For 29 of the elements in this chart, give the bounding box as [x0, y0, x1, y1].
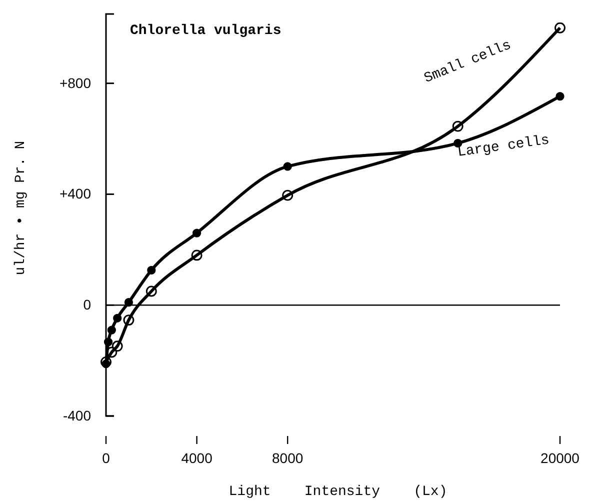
- y-tick-label: 0: [83, 296, 92, 313]
- point: [556, 92, 564, 101]
- point: [283, 162, 292, 171]
- x-axis-title: Light Intensity (Lx): [228, 484, 448, 500]
- point: [123, 314, 134, 326]
- point: [104, 338, 113, 346]
- x-tick-label: 8000: [272, 450, 304, 466]
- y-tick-label: -400: [62, 407, 92, 424]
- x-tick-label: 20000: [540, 450, 580, 466]
- x-tick-label: 0: [102, 450, 110, 466]
- point: [146, 286, 157, 297]
- text: Large cells: [456, 132, 550, 161]
- point: [192, 228, 202, 238]
- point: [124, 298, 134, 307]
- point: [112, 340, 123, 352]
- point: [113, 314, 122, 322]
- point: [452, 120, 464, 132]
- y-tick-label: +400: [59, 186, 92, 202]
- y-tick-label: +800: [59, 74, 92, 91]
- y-axis-title: ul/hr • mg Pr. N: [13, 140, 29, 276]
- point: [107, 326, 116, 334]
- x-tick-label: 4000: [181, 450, 213, 466]
- point: [282, 190, 294, 201]
- point: [191, 250, 202, 261]
- text: Small cells: [422, 38, 514, 88]
- point: [554, 22, 566, 34]
- text: Chlorella vulgaris: [130, 23, 282, 39]
- point: [147, 266, 156, 274]
- point: [100, 356, 112, 368]
